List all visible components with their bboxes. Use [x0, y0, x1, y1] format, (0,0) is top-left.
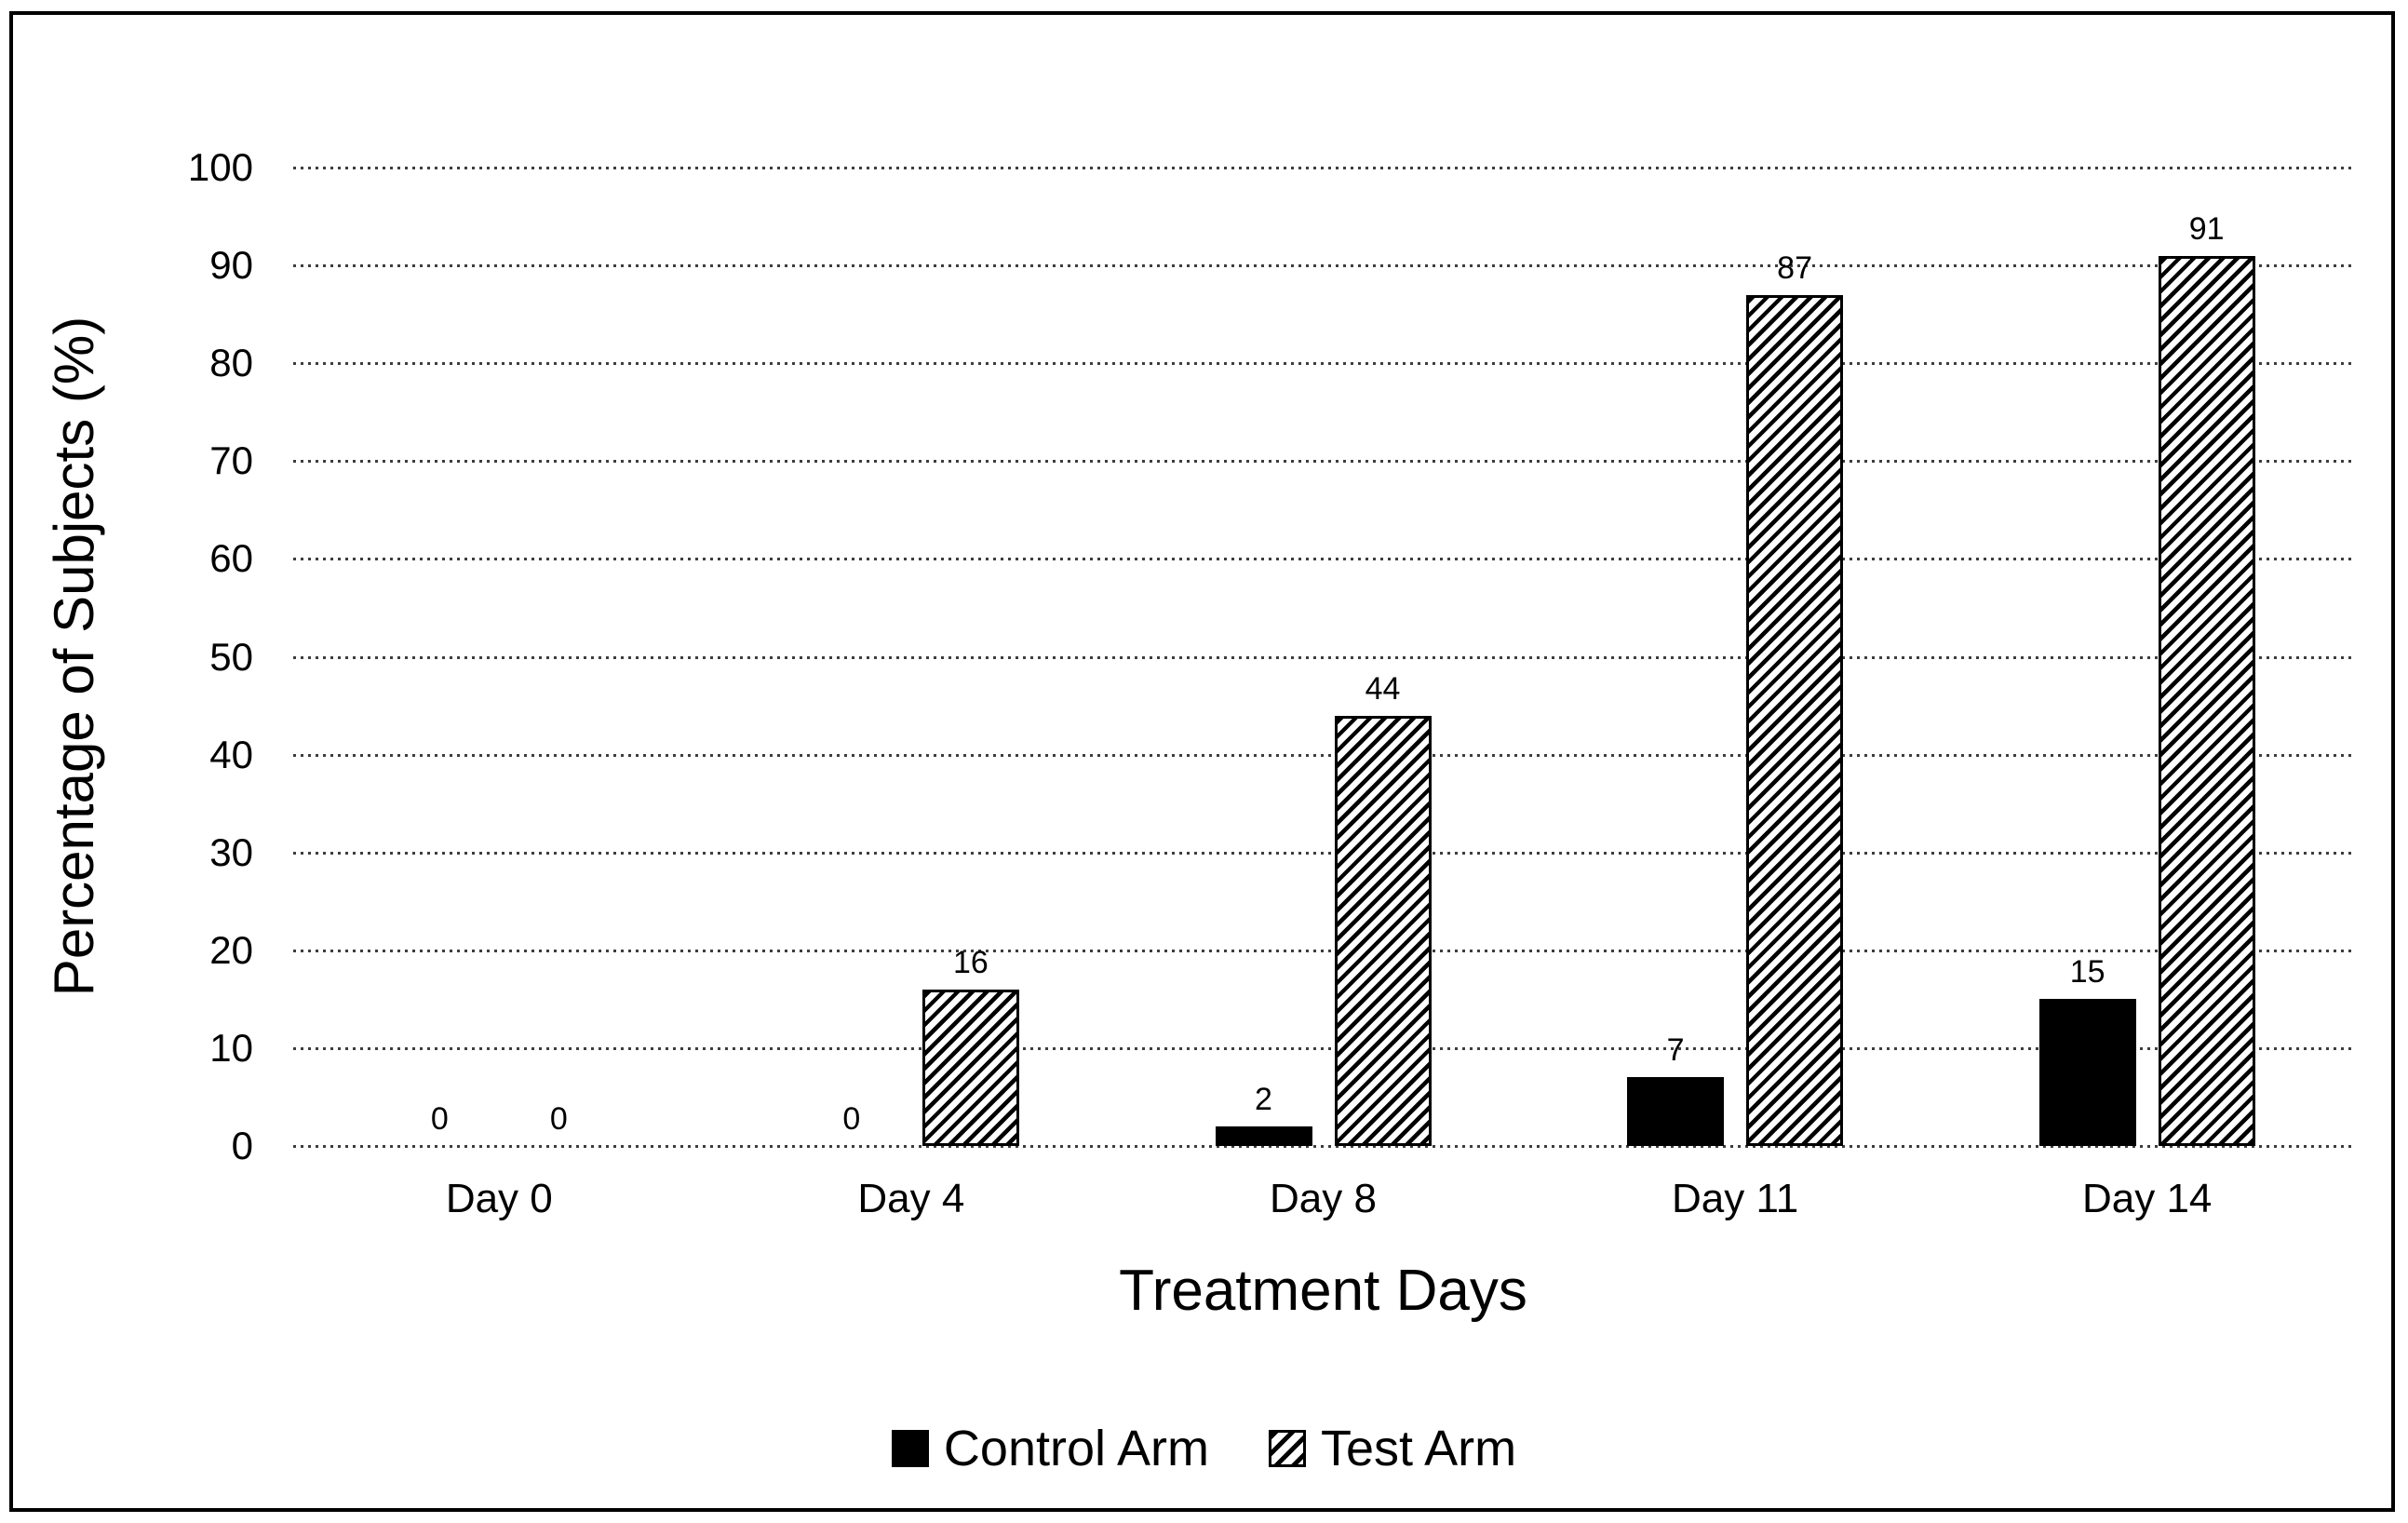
- value-label-test-arm-day-4: 16: [952, 945, 989, 980]
- gridline-80: [293, 362, 2353, 366]
- gridline-10: [293, 1046, 2353, 1050]
- figure-frame: [9, 11, 2395, 1512]
- y-tick-label-80: 80: [209, 341, 253, 385]
- value-label-control-arm-day-4: 0: [842, 1101, 861, 1137]
- gridline-100: [293, 167, 2353, 169]
- x-tick-label-day-4: Day 4: [857, 1176, 965, 1221]
- gridline-30: [293, 851, 2353, 855]
- value-label-test-arm-day-11: 87: [1777, 250, 1812, 286]
- control-arm-swatch-icon: [891, 1430, 929, 1467]
- y-tick-label-40: 40: [209, 732, 253, 776]
- x-tick-label-day-14: Day 14: [2081, 1176, 2213, 1221]
- y-tick-label-50: 50: [209, 634, 253, 679]
- value-label-test-arm-day-0: 0: [549, 1101, 568, 1137]
- y-tick-label-30: 30: [209, 829, 253, 874]
- gridline-60: [293, 558, 2353, 561]
- y-tick-label-0: 0: [231, 1124, 253, 1167]
- y-tick-label-20: 20: [209, 927, 253, 972]
- legend: Control Arm Test Arm: [0, 1419, 2408, 1478]
- gridline-0: [293, 1145, 2353, 1148]
- legend-label-control-arm: Control Arm: [943, 1421, 1210, 1476]
- y-tick-label-100: 100: [187, 145, 253, 189]
- value-label-control-arm-day-11: 7: [1666, 1032, 1685, 1068]
- bar-test-arm-day-11: [1746, 295, 1844, 1146]
- bar-test-arm-day-14: [2158, 256, 2255, 1146]
- value-label-test-arm-day-14: 91: [2188, 211, 2225, 247]
- value-label-test-arm-day-8: 44: [1365, 671, 1401, 707]
- test-arm-swatch-icon: [1269, 1430, 1307, 1467]
- y-tick-label-60: 60: [209, 536, 253, 581]
- y-tick-label-90: 90: [209, 243, 253, 288]
- x-tick-label-day-0: Day 0: [445, 1176, 553, 1221]
- x-tick-label-day-11: Day 11: [1672, 1176, 1799, 1221]
- gridline-40: [293, 753, 2353, 757]
- x-tick-label-day-8: Day 8: [1270, 1176, 1377, 1221]
- bar-test-arm-day-4: [921, 990, 1019, 1146]
- bar-test-arm-day-8: [1334, 716, 1432, 1146]
- bar-control-arm-day-11: [1627, 1077, 1725, 1146]
- x-axis-title: Treatment Days: [1119, 1259, 1527, 1323]
- bar-control-arm-day-8: [1215, 1126, 1312, 1146]
- value-label-control-arm-day-14: 15: [2069, 954, 2105, 990]
- value-label-control-arm-day-0: 0: [430, 1101, 449, 1137]
- y-tick-label-70: 70: [209, 438, 253, 483]
- y-tick-label-10: 10: [209, 1025, 253, 1070]
- gridline-90: [293, 264, 2353, 268]
- gridline-70: [293, 460, 2353, 464]
- bar-control-arm-day-14: [2038, 999, 2136, 1146]
- legend-item-test-arm: Test Arm: [1269, 1421, 1516, 1476]
- gridline-50: [293, 655, 2353, 659]
- legend-item-control-arm: Control Arm: [891, 1421, 1210, 1476]
- gridline-20: [293, 949, 2353, 952]
- legend-label-test-arm: Test Arm: [1321, 1421, 1517, 1476]
- value-label-control-arm-day-8: 2: [1255, 1082, 1272, 1117]
